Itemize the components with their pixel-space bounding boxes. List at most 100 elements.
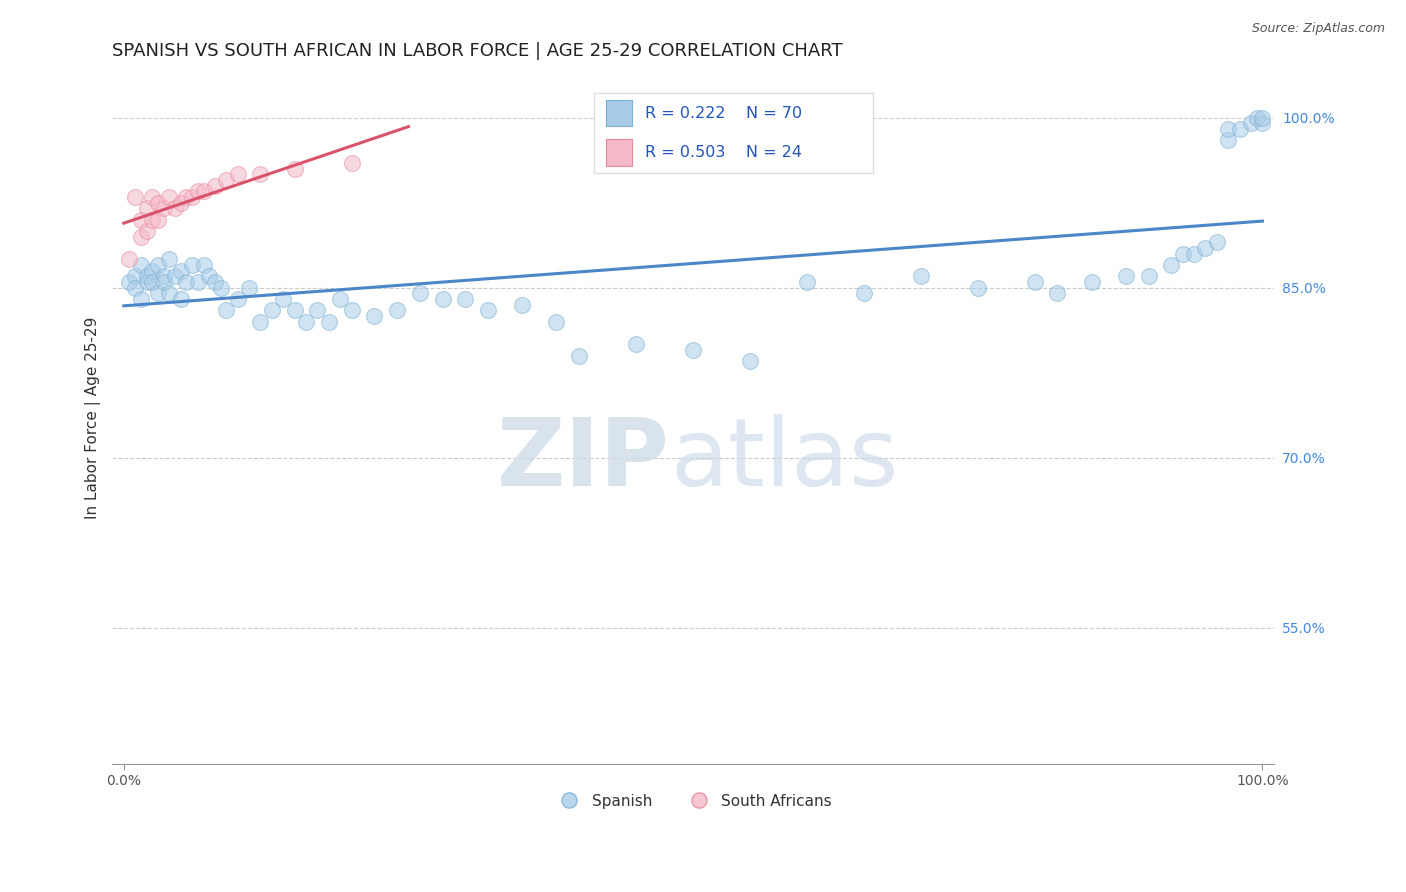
Point xyxy=(1194,241,1216,255)
Point xyxy=(146,212,169,227)
Point xyxy=(1229,122,1251,136)
Point xyxy=(910,269,932,284)
Point xyxy=(1218,122,1240,136)
Point xyxy=(135,269,157,284)
Point xyxy=(204,178,226,193)
Point xyxy=(1080,275,1102,289)
Point xyxy=(146,286,169,301)
Point xyxy=(181,190,204,204)
Point xyxy=(363,309,385,323)
Point xyxy=(170,195,193,210)
Point xyxy=(260,303,283,318)
Point xyxy=(1251,111,1274,125)
Bar xyxy=(606,100,631,127)
Point xyxy=(510,298,533,312)
Point xyxy=(135,202,157,216)
Point xyxy=(215,303,238,318)
Point xyxy=(796,275,818,289)
Point xyxy=(1115,269,1137,284)
Point xyxy=(152,269,174,284)
Point xyxy=(1240,116,1263,130)
Point xyxy=(284,161,307,176)
Point xyxy=(124,281,146,295)
Point xyxy=(209,281,232,295)
Point xyxy=(1218,133,1240,147)
Point xyxy=(682,343,704,358)
Point xyxy=(249,168,271,182)
Point xyxy=(454,292,477,306)
Point xyxy=(271,292,294,306)
Point xyxy=(152,275,174,289)
Point xyxy=(141,190,163,204)
Point xyxy=(181,258,204,272)
Text: SPANISH VS SOUTH AFRICAN IN LABOR FORCE | AGE 25-29 CORRELATION CHART: SPANISH VS SOUTH AFRICAN IN LABOR FORCE … xyxy=(112,42,844,60)
Point xyxy=(329,292,352,306)
Point xyxy=(146,258,169,272)
Point xyxy=(966,281,988,295)
Point xyxy=(129,292,152,306)
Point xyxy=(1171,247,1194,261)
Point xyxy=(193,258,215,272)
Point xyxy=(226,168,249,182)
Point xyxy=(163,202,186,216)
Point xyxy=(187,275,209,289)
Point xyxy=(152,202,174,216)
Point xyxy=(1024,275,1046,289)
Point xyxy=(1182,247,1205,261)
Point xyxy=(204,275,226,289)
Point xyxy=(409,286,432,301)
Point xyxy=(568,349,591,363)
Point xyxy=(124,190,146,204)
Point xyxy=(432,292,454,306)
Point xyxy=(1205,235,1227,250)
Point xyxy=(135,224,157,238)
Point xyxy=(238,281,260,295)
Point xyxy=(170,292,193,306)
Point xyxy=(249,315,271,329)
Text: R = 0.503    N = 24: R = 0.503 N = 24 xyxy=(645,145,803,161)
Bar xyxy=(595,93,873,173)
Point xyxy=(118,275,141,289)
Text: ZIP: ZIP xyxy=(496,414,669,506)
Point xyxy=(187,185,209,199)
Point xyxy=(385,303,408,318)
Point xyxy=(135,275,157,289)
Point xyxy=(340,156,363,170)
Point xyxy=(1251,116,1274,130)
Point xyxy=(318,315,340,329)
Point xyxy=(176,275,198,289)
Point xyxy=(1046,286,1069,301)
Point xyxy=(340,303,363,318)
Point xyxy=(284,303,307,318)
Point xyxy=(157,252,180,267)
Point xyxy=(124,269,146,284)
Point xyxy=(129,229,152,244)
Point xyxy=(157,190,180,204)
Y-axis label: In Labor Force | Age 25-29: In Labor Force | Age 25-29 xyxy=(86,317,101,519)
Text: R = 0.222    N = 70: R = 0.222 N = 70 xyxy=(645,106,803,120)
Point xyxy=(157,286,180,301)
Point xyxy=(141,212,163,227)
Point xyxy=(118,252,141,267)
Point xyxy=(852,286,875,301)
Point xyxy=(198,269,221,284)
Text: Source: ZipAtlas.com: Source: ZipAtlas.com xyxy=(1251,22,1385,36)
Point xyxy=(295,315,318,329)
Point xyxy=(624,337,647,351)
Point xyxy=(176,190,198,204)
Point xyxy=(1246,111,1268,125)
Point xyxy=(193,185,215,199)
Point xyxy=(170,264,193,278)
Point xyxy=(129,212,152,227)
Bar xyxy=(606,139,631,166)
Point xyxy=(215,173,238,187)
Point xyxy=(1137,269,1160,284)
Point xyxy=(546,315,568,329)
Text: atlas: atlas xyxy=(669,414,898,506)
Point xyxy=(226,292,249,306)
Point xyxy=(146,195,169,210)
Point xyxy=(738,354,761,368)
Point xyxy=(141,275,163,289)
Legend: Spanish, South Africans: Spanish, South Africans xyxy=(548,788,838,815)
Point xyxy=(477,303,499,318)
